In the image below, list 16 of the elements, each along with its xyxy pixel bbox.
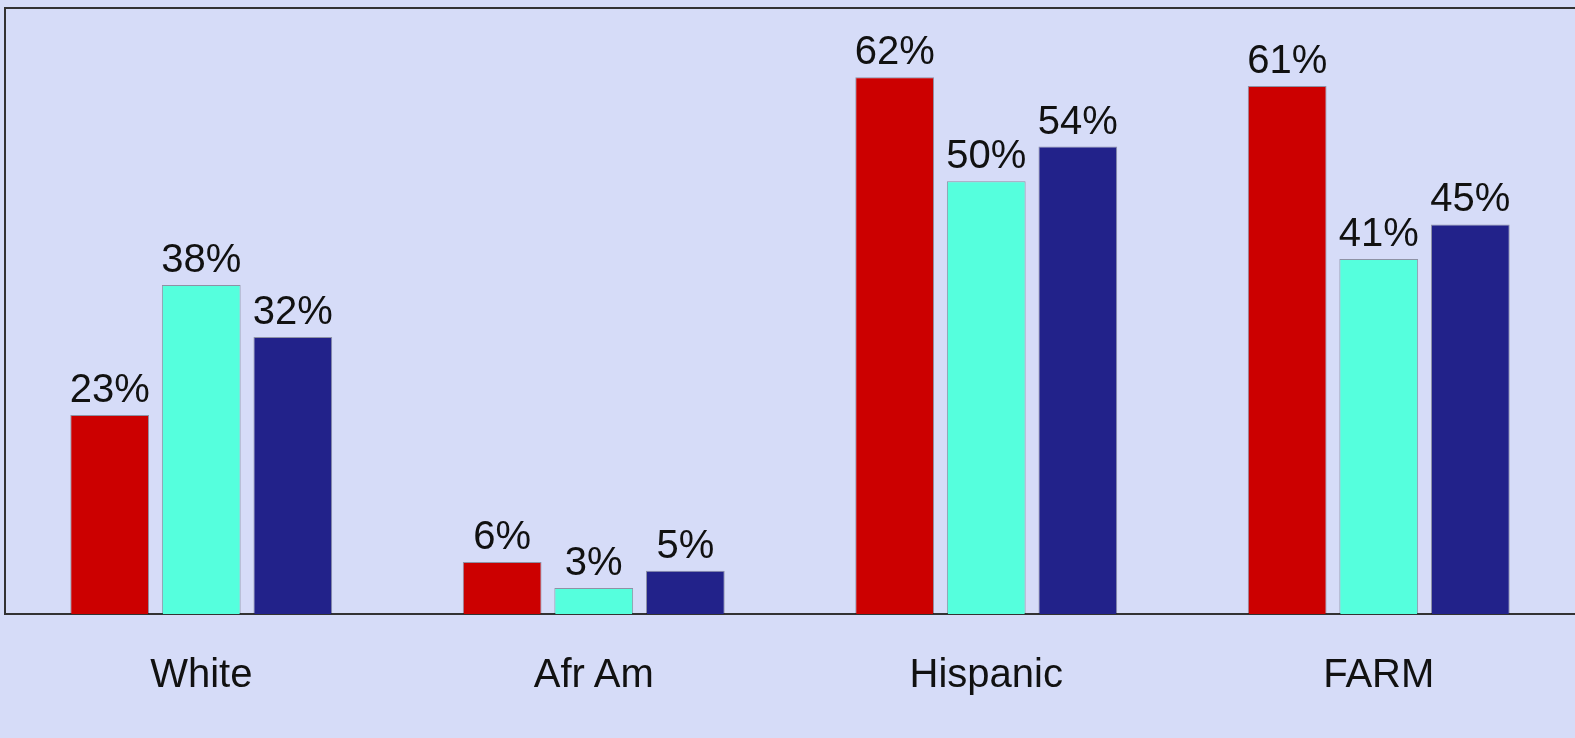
data-label: 23% (69, 365, 150, 410)
data-label: 32% (252, 288, 333, 332)
data-label: 50% (946, 132, 1027, 177)
data-label: 6% (473, 513, 532, 558)
data-label: 54% (1037, 97, 1118, 142)
data-label: 41% (1338, 210, 1419, 255)
data-label: 45% (1430, 175, 1511, 220)
data-label: 61% (1247, 36, 1328, 81)
x-tick-label: White (150, 651, 253, 696)
data-label: 62% (854, 28, 935, 73)
data-label: 38% (161, 236, 242, 281)
data-label: 5% (656, 521, 715, 566)
data-label: 3% (564, 539, 623, 584)
x-tick-label: FARM (1323, 651, 1435, 696)
x-tick-label: Afr Am (533, 651, 654, 696)
x-tick-label: Hispanic (909, 651, 1063, 696)
